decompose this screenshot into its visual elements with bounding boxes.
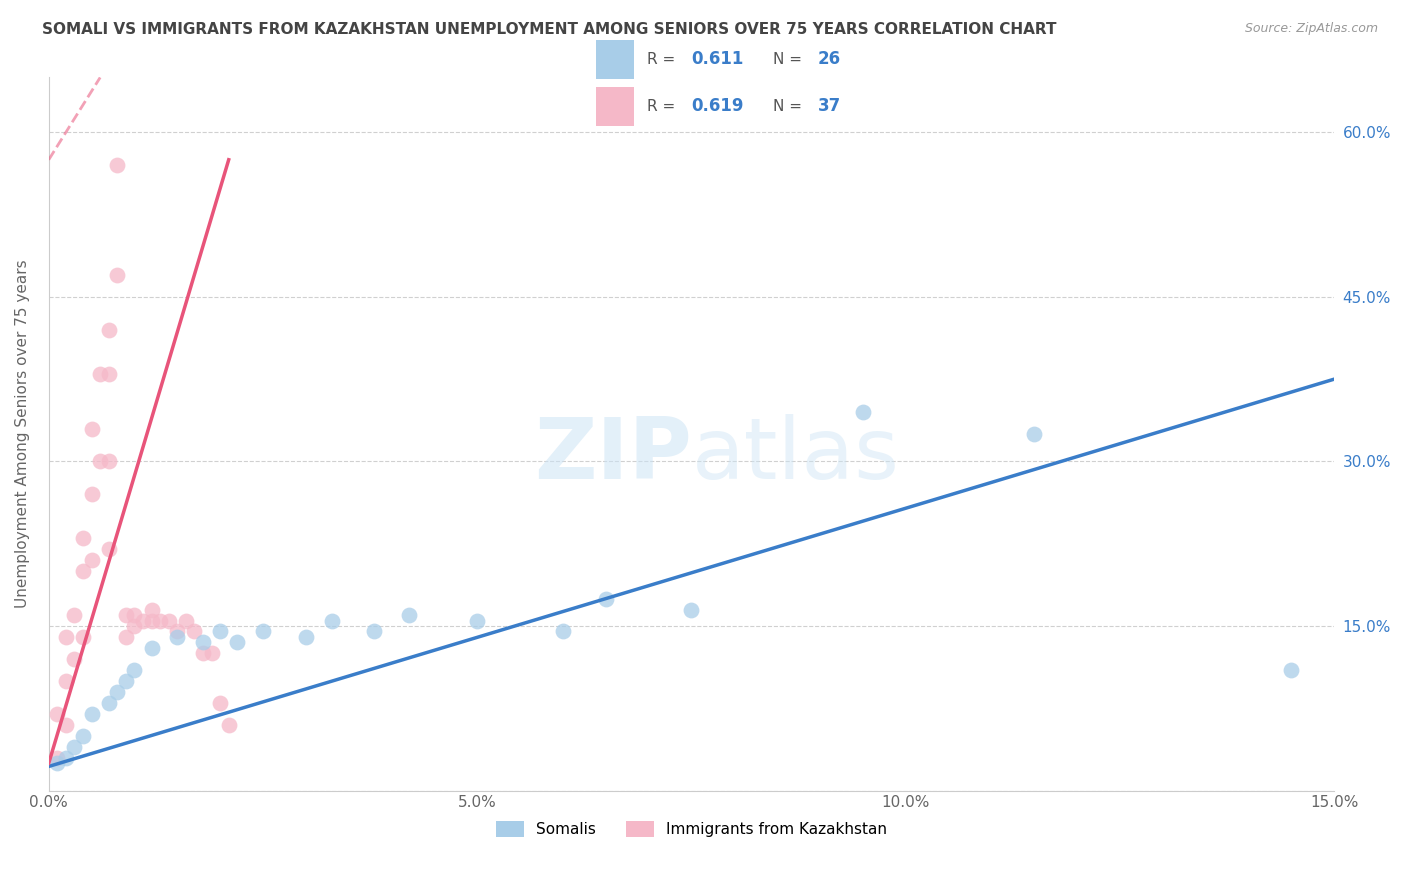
Point [72,531,94,545]
Point [209,624,232,639]
Point [124,663,146,677]
Point [55,717,77,731]
Point [97,454,120,468]
Bar [596,87,634,126]
Point [226,635,249,649]
Text: 0.619: 0.619 [692,97,744,115]
Point [398,608,420,623]
Bar [596,40,634,78]
Point [191,647,214,661]
Point [97,367,120,381]
Text: SOMALI VS IMMIGRANTS FROM KAZAKHSTAN UNEMPLOYMENT AMONG SENIORS OVER 75 YEARS CO: SOMALI VS IMMIGRANTS FROM KAZAKHSTAN UNE… [42,22,1057,37]
Point [551,624,574,639]
Legend: Somalis, Immigrants from Kazakhstan: Somalis, Immigrants from Kazakhstan [489,815,893,844]
Point [183,624,205,639]
Point [681,602,703,616]
Point [97,323,120,337]
Text: atlas: atlas [692,414,900,497]
Point [72,564,94,578]
Point [46,706,69,721]
Point [80,421,103,435]
Text: 0.611: 0.611 [692,50,744,69]
Point [97,542,120,557]
Point [132,614,155,628]
Point [363,624,385,639]
Point [141,602,163,616]
Point [72,729,94,743]
Point [166,624,188,639]
Point [1279,663,1302,677]
Point [115,630,138,644]
Point [465,614,488,628]
Point [80,487,103,501]
Text: R =: R = [647,52,681,67]
Point [141,614,163,628]
Point [200,647,222,661]
Point [63,652,86,666]
Point [80,706,103,721]
Point [46,756,69,771]
Point [124,608,146,623]
Text: 37: 37 [818,97,841,115]
Text: N =: N = [773,99,807,114]
Point [55,630,77,644]
Point [72,630,94,644]
Text: 26: 26 [818,50,841,69]
Point [141,640,163,655]
Point [89,367,111,381]
Point [115,608,138,623]
Point [105,685,128,699]
Point [80,553,103,567]
Point [55,750,77,764]
Point [252,624,274,639]
Point [209,696,232,710]
Point [55,673,77,688]
Text: R =: R = [647,99,681,114]
Point [63,608,86,623]
Point [124,619,146,633]
Point [157,614,180,628]
Point [218,717,240,731]
Point [321,614,343,628]
Point [89,454,111,468]
Point [191,635,214,649]
Point [149,614,172,628]
Point [166,630,188,644]
Point [97,696,120,710]
Point [63,739,86,754]
Point [115,673,138,688]
Point [105,268,128,282]
Point [174,614,197,628]
Text: Source: ZipAtlas.com: Source: ZipAtlas.com [1244,22,1378,36]
Point [1024,427,1046,442]
Text: ZIP: ZIP [534,414,692,497]
Point [295,630,318,644]
Point [852,405,875,419]
Text: N =: N = [773,52,807,67]
Point [46,750,69,764]
Point [105,158,128,172]
Y-axis label: Unemployment Among Seniors over 75 years: Unemployment Among Seniors over 75 years [15,260,30,608]
Point [595,591,617,606]
